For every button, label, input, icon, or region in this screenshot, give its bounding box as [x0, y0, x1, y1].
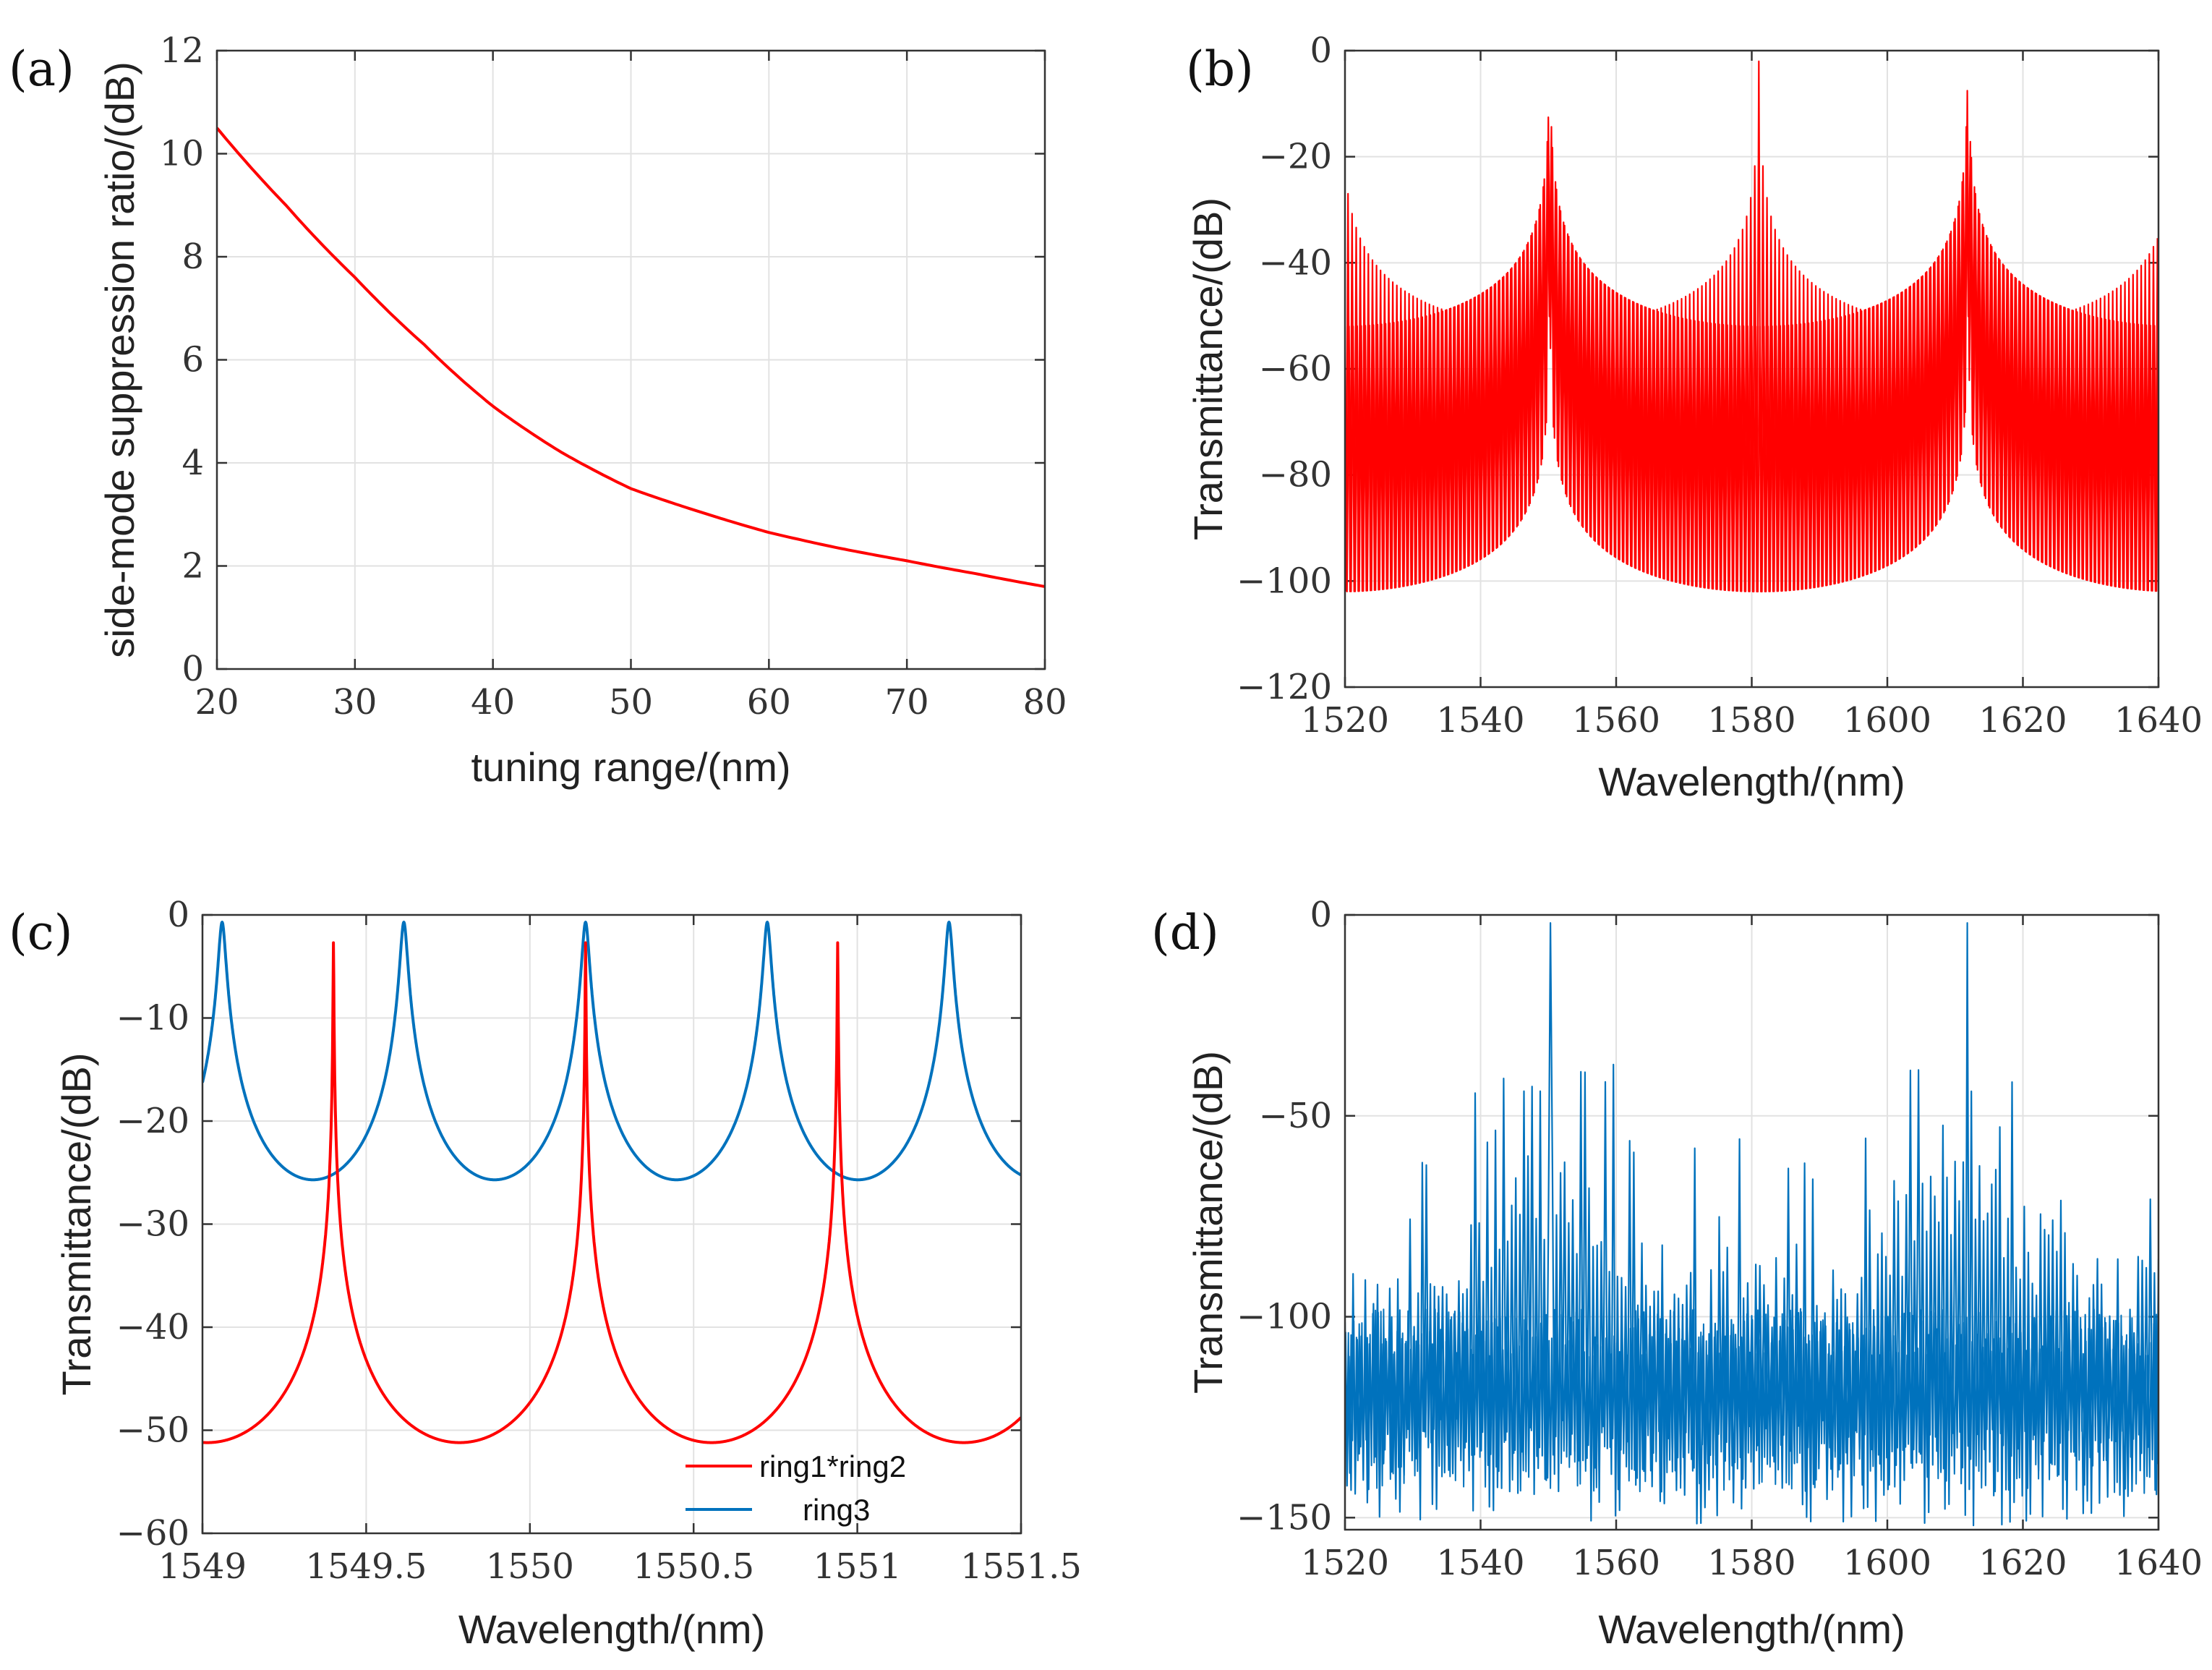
- y-axis-title: Transmittance/(dB): [1185, 1051, 1231, 1394]
- y-axis-title: Transmittance/(dB): [54, 1052, 99, 1395]
- chart-panel-0: 20 30 40 50 60 70 80 0 2 4 6 8 10 12 tuning range/(nm)…: [9, 30, 1067, 790]
- panel-label: (a): [9, 41, 74, 97]
- plot-frame: [201, 913, 1022, 1535]
- x-tick-label: 80: [1022, 682, 1067, 723]
- x-tick-label: 1560: [1572, 700, 1660, 741]
- x-axis-title: Wavelength/(nm): [1598, 1606, 1905, 1652]
- x-tick-label: 1540: [1436, 1543, 1524, 1583]
- x-axis-title: Wavelength/(nm): [1598, 759, 1905, 804]
- x-tick-label: 1549.5: [305, 1546, 427, 1587]
- x-tick-label: 1640: [2114, 1543, 2203, 1583]
- y-tick-label: −20: [1259, 137, 1332, 177]
- x-tick-label: 1551: [814, 1546, 902, 1587]
- y-tick-label: −80: [1259, 455, 1332, 495]
- x-tick-label: 1550: [486, 1546, 574, 1587]
- x-tick-label: 40: [471, 682, 515, 723]
- plot-frame: [1344, 913, 2160, 1531]
- x-tick-label: 1551.5: [960, 1546, 1082, 1587]
- x-tick-label: 20: [195, 682, 239, 723]
- x-tick-label: 1550.5: [633, 1546, 754, 1587]
- y-tick-label: −40: [1259, 242, 1332, 283]
- legend-label: ring1*ring2: [759, 1449, 906, 1483]
- y-tick-label: 12: [160, 30, 204, 71]
- x-tick-label: 1600: [1843, 700, 1931, 741]
- series-group: [1345, 60, 2158, 593]
- x-tick-label: 1580: [1707, 700, 1795, 741]
- legend-label: ring3: [803, 1493, 870, 1527]
- x-axis-title: tuning range/(nm): [471, 744, 790, 790]
- panel-label: (c): [9, 905, 72, 960]
- y-tick-label: 0: [1310, 895, 1332, 935]
- series-group: [1345, 922, 2158, 1527]
- y-tick-label: 0: [1310, 30, 1332, 71]
- y-tick-label: −50: [1259, 1096, 1332, 1136]
- y-tick-label: −100: [1237, 1297, 1332, 1337]
- x-tick-label: 1540: [1436, 700, 1524, 741]
- x-tick-label: 1600: [1843, 1543, 1931, 1583]
- plot-frame: [1344, 49, 2160, 689]
- y-tick-label: −50: [116, 1410, 189, 1451]
- y-tick-label: 6: [182, 340, 204, 380]
- ring3-curve: [202, 921, 1021, 1182]
- ring1-ring2-curve: [202, 941, 1021, 1444]
- x-tick-label: 70: [885, 682, 929, 723]
- chart-panel-2: 1549 1549.5 1550 1550.5 1551 1551.5 −60 −50 −40 −…: [9, 895, 1082, 1652]
- y-tick-label: 2: [182, 546, 204, 587]
- y-tick-label: −100: [1237, 561, 1332, 601]
- x-tick-label: 1640: [2114, 700, 2203, 741]
- x-tick-label: 1560: [1572, 1543, 1660, 1583]
- x-tick-label: 1620: [1978, 1543, 2067, 1583]
- y-tick-label: −60: [116, 1513, 189, 1554]
- x-tick-label: 1620: [1978, 700, 2067, 741]
- y-tick-label: 10: [160, 134, 204, 174]
- y-axis-title: side-mode suppression ratio/(dB): [97, 61, 142, 658]
- y-tick-label: −20: [116, 1101, 189, 1141]
- legend: ring1*ring2 ring3: [686, 1449, 906, 1527]
- x-tick-label: 50: [609, 682, 653, 723]
- x-axis-title: Wavelength/(nm): [458, 1606, 765, 1652]
- y-tick-label: −40: [116, 1307, 189, 1347]
- x-tick-label: 1580: [1707, 1543, 1795, 1583]
- y-tick-label: −60: [1259, 349, 1332, 389]
- panel-label: (b): [1186, 41, 1254, 97]
- series-group: [202, 921, 1021, 1444]
- y-tick-label: −30: [116, 1204, 189, 1245]
- y-tick-label: 8: [182, 237, 204, 277]
- x-tick-label: 1549: [158, 1546, 247, 1587]
- y-tick-label: −150: [1237, 1497, 1332, 1538]
- y-tick-label: −120: [1237, 667, 1332, 707]
- plot-frame: [215, 49, 1046, 670]
- x-tick-label: 1520: [1301, 1543, 1389, 1583]
- y-tick-label: −10: [116, 998, 189, 1039]
- y-tick-label: 0: [167, 895, 189, 935]
- x-tick-label: 30: [333, 682, 377, 723]
- chart-panel-1: 1520 1540 1560 1580 1600 1620 1640 −120 −100 −80 −…: [1185, 30, 2203, 804]
- panel-label: (d): [1151, 905, 1219, 960]
- y-tick-label: 0: [182, 649, 204, 689]
- transmission-fringes-secondary: [1345, 60, 2158, 593]
- smsr-curve: [215, 127, 1046, 588]
- noise-floor-band: [1345, 1308, 2158, 1494]
- y-tick-label: 4: [182, 443, 204, 483]
- chart-panel-3: 1520 1540 1560 1580 1600 1620 1640 −150 −100 −50 0…: [1151, 895, 2203, 1652]
- y-axis-title: Transmittance/(dB): [1185, 197, 1231, 540]
- x-tick-label: 1520: [1301, 700, 1389, 741]
- x-tick-label: 60: [747, 682, 791, 723]
